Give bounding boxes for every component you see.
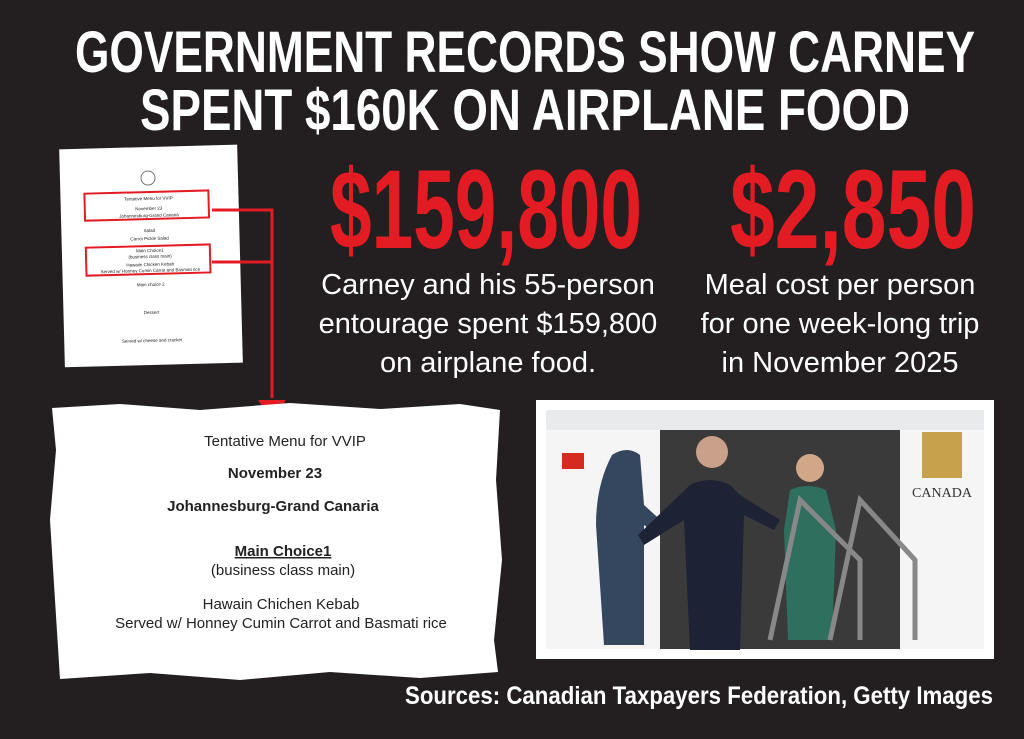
menu-text: Johannesburg-Grand Canaria — [167, 498, 379, 515]
stat-figure: $2,850 — [730, 147, 976, 272]
menu-text: Johannesburg-Grand Canaria — [119, 212, 179, 219]
menu-text: Hawaiin Chicken Kebab — [126, 261, 174, 267]
stat-figure: $159,800 — [330, 147, 642, 272]
stat-caption: for one week-long trip — [701, 308, 980, 340]
menu-text: Tentative Menu for VVIP — [124, 195, 173, 201]
menu-text: Tentative Menu for VVIP — [204, 433, 366, 450]
menu-text: November 23 — [228, 465, 322, 482]
menu-text: Hawain Chichen Kebab — [203, 596, 360, 613]
headline: GOVERNMENT RECORDS SHOW CARNEY — [75, 20, 975, 85]
stair-rail — [767, 494, 918, 641]
menu-text: Served w/ Honney Cumin Carrot and Basmat… — [101, 267, 201, 275]
plane-text: CANADA — [912, 486, 973, 501]
menu-excerpt — [50, 403, 502, 680]
headline: SPENT $160K ON AIRPLANE FOOD — [140, 78, 910, 143]
menu-text: Served w/ cheese and cracker — [122, 337, 183, 344]
menu-text: Served w/ Honney Cumin Carrot and Basmat… — [115, 615, 447, 632]
person-head — [796, 454, 824, 482]
sources: Sources: Canadian Taxpayers Federation, … — [405, 682, 993, 710]
flag — [562, 453, 584, 469]
menu-text: November 23 — [135, 206, 163, 212]
photo: CANADA — [536, 400, 994, 659]
stat-caption: in November 2025 — [722, 347, 959, 379]
menu-text: Carrot Pickle Salad — [130, 235, 169, 241]
paper — [59, 144, 243, 368]
menu-text: (business class main) — [128, 253, 172, 259]
menu-text: Main Choice1 — [136, 248, 164, 254]
coat-of-arms — [922, 432, 962, 478]
person — [638, 480, 780, 650]
menu-text: Salad — [144, 228, 156, 233]
stat-caption: Carney and his 55-person — [321, 269, 655, 301]
highlight-box — [84, 243, 212, 277]
officer — [596, 450, 666, 645]
menu-text: Main Choice1 — [235, 543, 332, 560]
stat-caption: on airplane food. — [380, 347, 596, 379]
stat-caption: entourage spent $159,800 — [319, 308, 658, 340]
connector-line — [212, 208, 274, 398]
connector — [212, 208, 274, 398]
menu-text: Main choice 2 — [137, 282, 165, 288]
menu-text: Dessert — [144, 310, 160, 315]
menu-thumbnail: Tentative Menu for VVIP November 23 Joha… — [59, 144, 243, 368]
stat-caption: Meal cost per person — [705, 269, 976, 301]
crest — [140, 170, 156, 186]
highlight-box — [83, 189, 211, 222]
person-head — [696, 436, 728, 468]
menu-text: (business class main) — [211, 562, 355, 579]
